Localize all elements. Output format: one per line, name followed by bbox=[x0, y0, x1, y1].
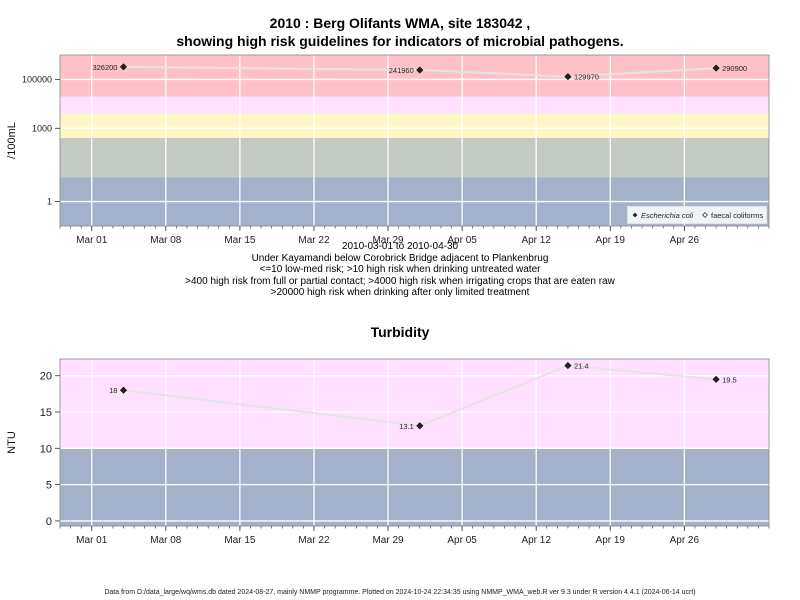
turb-risk-band-0 bbox=[60, 448, 769, 526]
turb-data-point-3 bbox=[712, 375, 720, 383]
micro-x-tick-label-4: Mar 29 bbox=[372, 235, 404, 246]
turb-x-tick-label-1: Mar 08 bbox=[150, 535, 182, 546]
micro-x-tick-label-5: Apr 05 bbox=[447, 235, 477, 246]
turb-y-tick-label-4: 20 bbox=[40, 371, 52, 383]
turb-data-point-1 bbox=[416, 422, 424, 430]
micro-data-label-0: 326200 bbox=[92, 63, 117, 72]
micro-risk-band-2 bbox=[60, 113, 769, 139]
legend-faecal-marker bbox=[702, 212, 708, 218]
micro-data-label-3: 290900 bbox=[722, 64, 747, 73]
turb-data-label-1: 13.1 bbox=[399, 422, 414, 431]
turb-x-tick-label-2: Mar 15 bbox=[224, 535, 256, 546]
micro-data-point-1 bbox=[416, 66, 424, 74]
subtitle-line-5: >20000 high risk when drinking after onl… bbox=[270, 287, 530, 298]
micro-x-tick-label-3: Mar 22 bbox=[298, 235, 330, 246]
turb-data-label-2: 21.4 bbox=[574, 362, 589, 371]
turb-y-tick-label-0: 0 bbox=[46, 516, 52, 528]
micro-data-label-1: 241960 bbox=[389, 66, 414, 75]
turb-data-point-0 bbox=[119, 386, 128, 394]
micro-data-point-2 bbox=[564, 72, 572, 81]
micro-risk-band-1 bbox=[60, 138, 769, 178]
legend-faecal-label: faecal coliforms bbox=[711, 211, 763, 220]
turb-data-label-0: 18 bbox=[109, 386, 117, 395]
subtitle-line-4: >400 high risk from full or partial cont… bbox=[185, 276, 615, 287]
turb-x-tick-label-0: Mar 01 bbox=[76, 535, 108, 546]
micro-x-tick-label-8: Apr 26 bbox=[670, 235, 700, 246]
subtitle-line-1: 2010-03-01 to 2010-04-30 bbox=[341, 241, 459, 252]
micro-y-tick-label-0: 1 bbox=[47, 197, 52, 207]
turb-y-tick-label-3: 15 bbox=[40, 407, 52, 419]
subtitle-line-2: Under Kayamandi below Corobrick Bridge a… bbox=[251, 253, 549, 264]
turb-y-tick-label-2: 10 bbox=[40, 443, 52, 455]
turb-data-point-2 bbox=[564, 361, 572, 370]
turb-x-tick-label-5: Apr 05 bbox=[447, 535, 477, 546]
turb-y-tick-label-1: 5 bbox=[46, 480, 52, 492]
turb-x-tick-label-3: Mar 22 bbox=[298, 535, 330, 546]
legend-ecoli-marker bbox=[632, 212, 638, 218]
micro-x-tick-label-7: Apr 19 bbox=[596, 235, 626, 246]
footer-note: Data from D:/data_large/wq/wms.db dated … bbox=[104, 589, 696, 596]
micro-x-tick-label-1: Mar 08 bbox=[150, 235, 182, 246]
micro-risk-band-3 bbox=[60, 96, 769, 114]
legend-ecoli-label: Escherichia coli bbox=[641, 211, 693, 220]
turb-data-label-3: 19.5 bbox=[722, 375, 737, 384]
micro-y-axis-label: /100mL bbox=[6, 122, 18, 159]
micro-data-point-0 bbox=[119, 63, 128, 71]
turb-y-axis-label: NTU bbox=[6, 431, 18, 454]
turbidity-title: Turbidity bbox=[370, 324, 430, 340]
turb-x-tick-label-8: Apr 26 bbox=[670, 535, 700, 546]
micro-x-tick-label-0: Mar 01 bbox=[76, 235, 108, 246]
micro-y-tick-label-1: 1000 bbox=[32, 123, 52, 133]
micro-risk-band-4 bbox=[60, 55, 769, 97]
turb-x-tick-label-4: Mar 29 bbox=[372, 535, 404, 546]
micro-data-point-3 bbox=[712, 64, 720, 72]
turb-x-tick-label-7: Apr 19 bbox=[596, 535, 626, 546]
turb-x-tick-label-6: Apr 12 bbox=[521, 535, 551, 546]
turb-plot-frame bbox=[59, 358, 770, 527]
subtitle-line-3: <=10 low-med risk; >10 high risk when dr… bbox=[259, 264, 541, 275]
micro-x-tick-label-2: Mar 15 bbox=[224, 235, 256, 246]
chart-title-line-1: 2010 : Berg Olifants WMA, site 183042 , bbox=[269, 15, 531, 31]
turb-series-line-0 bbox=[123, 364, 717, 427]
chart-title-line-2: showing high risk guidelines for indicat… bbox=[176, 33, 624, 49]
micro-data-label-2: 129970 bbox=[574, 73, 599, 82]
micro-series-line-0 bbox=[123, 65, 717, 78]
micro-plot-frame bbox=[59, 54, 770, 227]
micro-x-tick-label-6: Apr 12 bbox=[521, 235, 551, 246]
micro-y-tick-label-2: 100000 bbox=[22, 74, 52, 84]
legend-box bbox=[626, 205, 768, 225]
